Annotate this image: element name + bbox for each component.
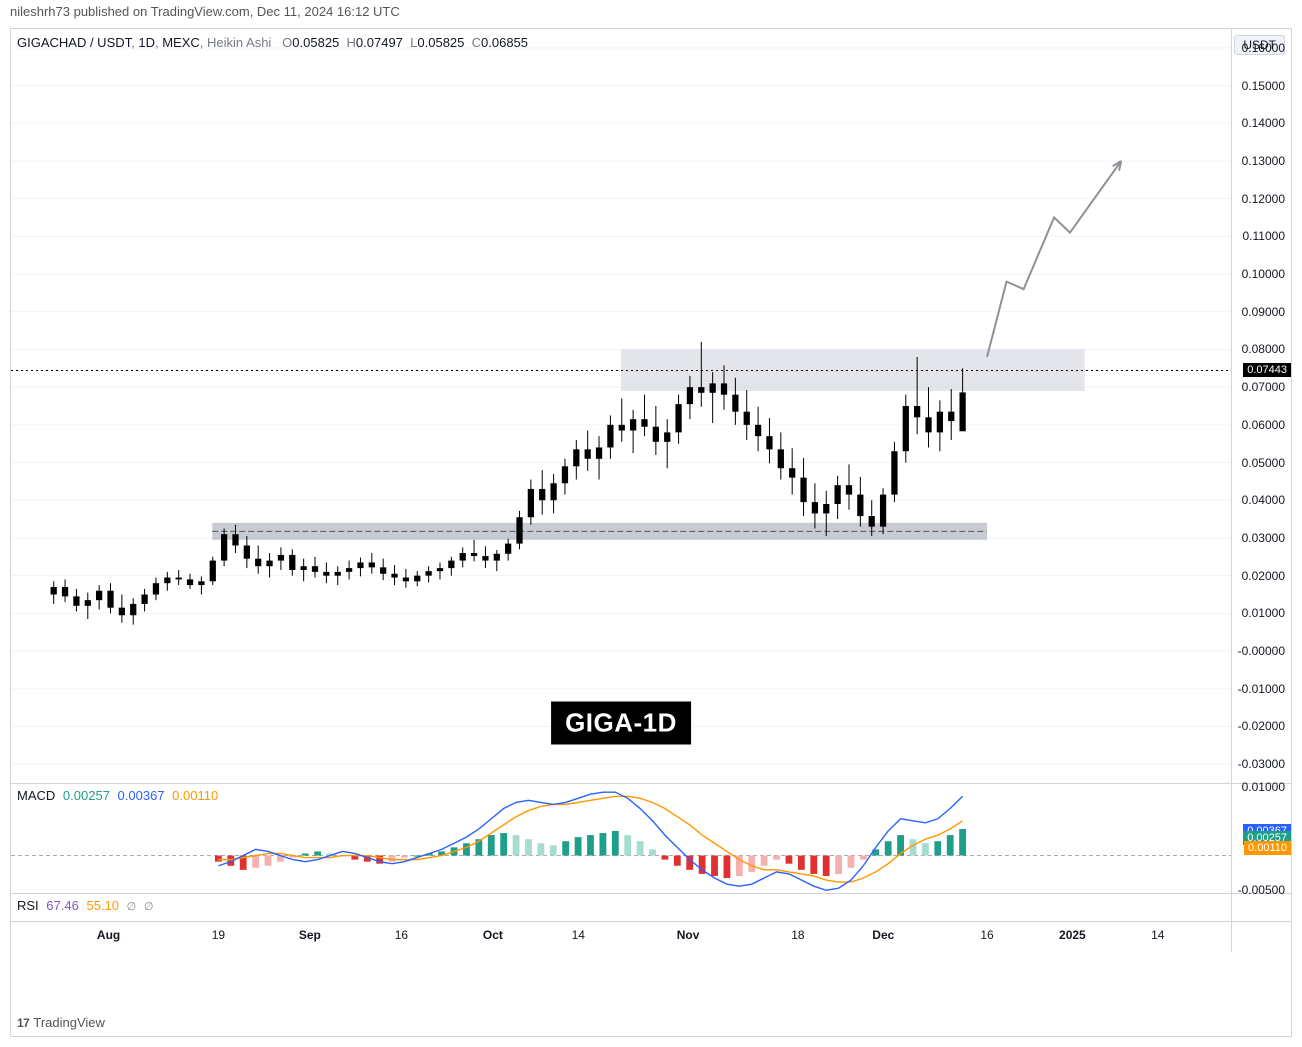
y-tick: 0.09000 xyxy=(1242,305,1285,319)
macd-value-tag: 0.00110 xyxy=(1244,841,1291,855)
x-tick: Sep xyxy=(299,928,321,942)
y-tick: 0.11000 xyxy=(1243,229,1286,243)
macd-legend: MACD 0.00257 0.00367 0.00110 xyxy=(17,788,222,803)
y-tick: 0.12000 xyxy=(1242,192,1285,206)
tradingview-brand: 17 TradingView xyxy=(17,1015,105,1030)
x-tick: 2025 xyxy=(1059,928,1086,942)
y-tick: 0.04000 xyxy=(1242,493,1285,507)
x-tick: 16 xyxy=(980,928,993,942)
x-tick: Oct xyxy=(483,928,503,942)
time-axis[interactable]: Aug 19 Sep 16 Oct 14 Nov 18 Dec 16 2025 14 xyxy=(11,922,1291,952)
y-tick: 0.01000 xyxy=(1242,606,1285,620)
macd-val-macd: 0.00257 xyxy=(63,788,110,803)
y-tick: 0.10000 xyxy=(1242,267,1285,281)
publish-info: nileshrh73 published on TradingView.com,… xyxy=(0,0,1302,19)
y-tick: 0.08000 xyxy=(1242,342,1285,356)
macd-plot[interactable]: MACD 0.00257 0.00367 0.00110 xyxy=(11,784,1231,893)
macd-y-axis[interactable]: 0.01000-0.005000.003670.002570.00110 xyxy=(1231,784,1291,893)
y-tick: 0.16000 xyxy=(1242,41,1285,55)
symbol-legend: GIGACHAD / USDT, 1D, MEXC, Heikin Ashi O… xyxy=(17,35,528,50)
y-tick: 0.03000 xyxy=(1242,531,1285,545)
y-tick: 0.13000 xyxy=(1242,154,1285,168)
rsi-legend: RSI 67.46 55.10 ∅ ∅ xyxy=(17,898,157,913)
y-tick: 0.14000 xyxy=(1242,116,1285,130)
macd-val-hist: 0.00110 xyxy=(172,788,218,803)
x-tick: 14 xyxy=(1151,928,1164,942)
macd-pane[interactable]: MACD 0.00257 0.00367 0.00110 0.01000-0.0… xyxy=(11,784,1291,894)
y-tick: 0.15000 xyxy=(1242,79,1285,93)
y-tick: 0.02000 xyxy=(1242,569,1285,583)
y-tick: 0.07000 xyxy=(1242,380,1285,394)
y-tick: 0.05000 xyxy=(1242,456,1285,470)
y-tick: 0.06000 xyxy=(1242,418,1285,432)
macd-val-signal: 0.00367 xyxy=(118,788,165,803)
main-y-axis[interactable]: USDT 0.160000.150000.140000.130000.12000… xyxy=(1231,29,1291,783)
y-tick: -0.01000 xyxy=(1238,682,1285,696)
y-tick: -0.00000 xyxy=(1238,644,1285,658)
chart-watermark: GIGA-1D xyxy=(551,701,691,744)
macd-y-tick: 0.01000 xyxy=(1242,780,1285,794)
x-tick: 18 xyxy=(791,928,804,942)
x-tick: 14 xyxy=(572,928,585,942)
main-plot[interactable]: GIGA-1D GIGACHAD / USDT, 1D, MEXC, Heiki… xyxy=(11,29,1231,783)
price-chart-svg xyxy=(11,29,1231,783)
x-tick: Aug xyxy=(97,928,120,942)
y-tick: -0.03000 xyxy=(1238,757,1285,771)
x-tick: Dec xyxy=(872,928,894,942)
x-tick: Nov xyxy=(677,928,700,942)
current-price-tag: 0.07443 xyxy=(1243,363,1291,377)
x-tick: 19 xyxy=(212,928,225,942)
rsi-pane[interactable]: RSI 67.46 55.10 ∅ ∅ xyxy=(11,894,1291,922)
y-tick: -0.02000 xyxy=(1238,719,1285,733)
main-price-pane[interactable]: GIGA-1D GIGACHAD / USDT, 1D, MEXC, Heiki… xyxy=(11,29,1291,784)
tradingview-logo-icon: 17 xyxy=(17,1016,29,1030)
x-tick: 16 xyxy=(395,928,408,942)
chart-container: GIGA-1D GIGACHAD / USDT, 1D, MEXC, Heiki… xyxy=(10,28,1292,1037)
rsi-y-axis[interactable] xyxy=(1231,894,1291,921)
